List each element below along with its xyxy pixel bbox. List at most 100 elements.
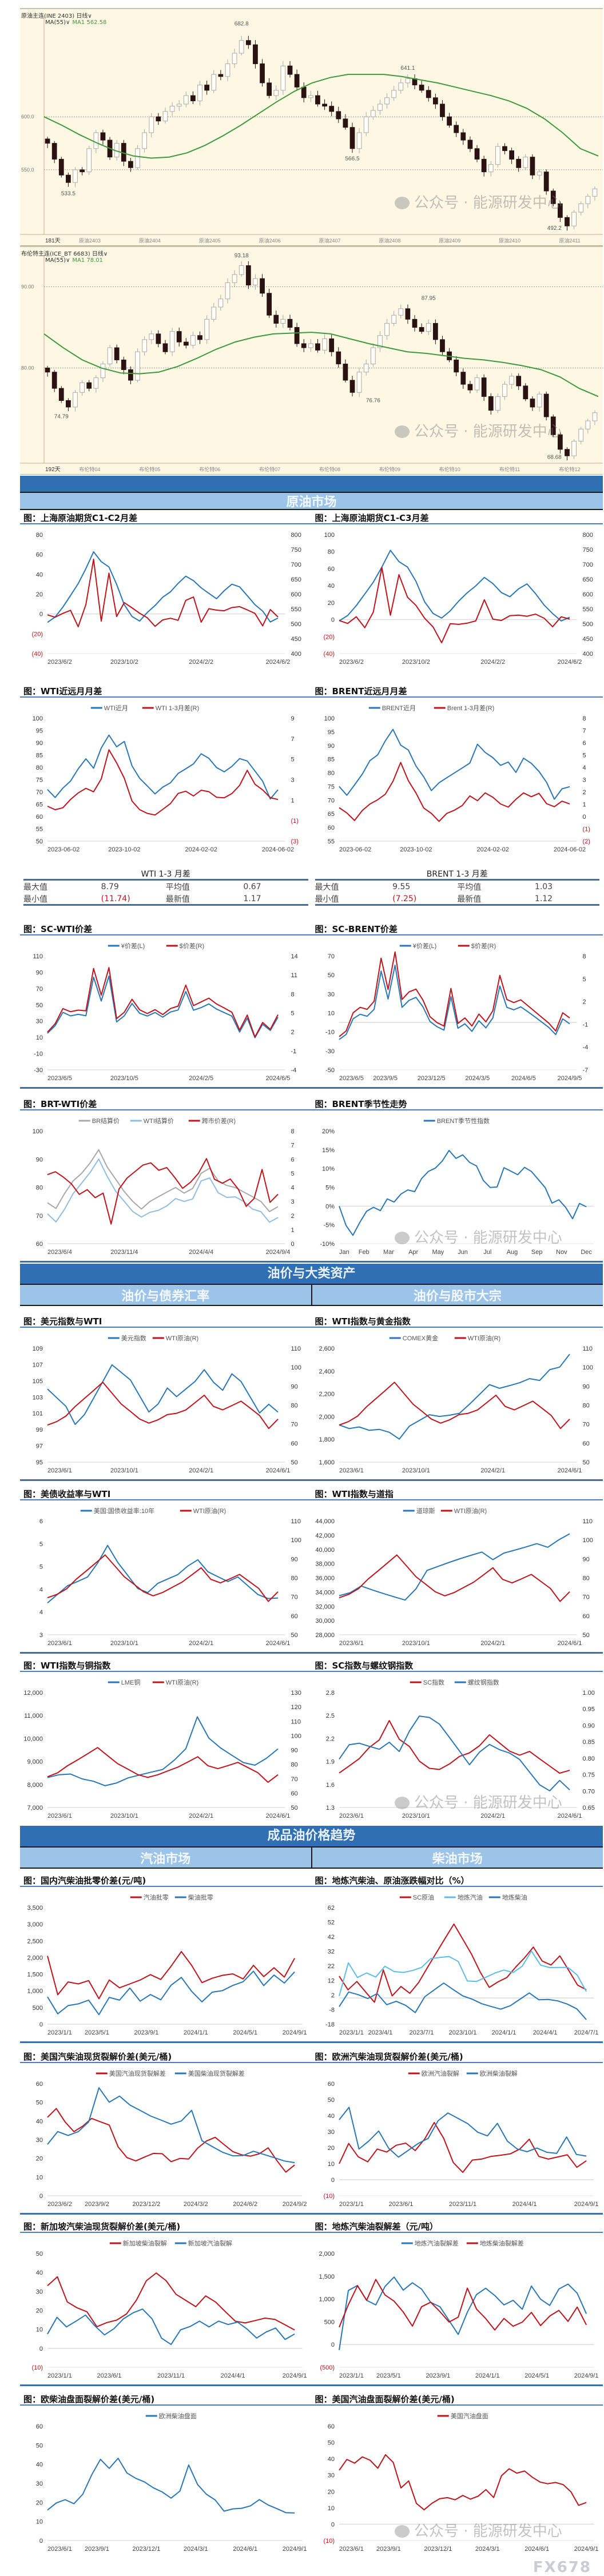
stat-value: 9.55: [392, 882, 411, 891]
candle-header[interactable]: 布伦特主连(ICE_BT 6683) 日线∨: [21, 251, 108, 257]
y2-tick-label: 700: [291, 562, 301, 568]
contract-label: 原油2405: [199, 237, 221, 244]
y-tick-label: 2,500: [27, 1938, 43, 1945]
y-tick-label: 20: [36, 2156, 43, 2163]
chart-panel: 图：美债收益率与WTI 3 4 4 5 5 6 50 60 70 80 90 100 110 2023/6/…: [20, 1487, 312, 1652]
x-tick-label: 2023/11/1: [449, 2201, 476, 2208]
x-tick-label: 2023/9/5: [373, 1075, 398, 1082]
series-line: [339, 1554, 570, 1602]
ma-selector[interactable]: MA(55)∨: [45, 257, 70, 264]
candle-body: [391, 314, 397, 324]
section-title: 原油市场: [286, 495, 337, 509]
y2-tick-label: 1: [291, 1227, 295, 1233]
chart-row: 图：美国汽柴油现货裂解价差(美元/桶) 0 10 20 30 40 50 60 2023/6/2…: [20, 2049, 603, 2215]
y2-tick-label: 110: [291, 1345, 301, 1352]
candle-body: [585, 196, 591, 204]
series-line: [338, 2121, 587, 2173]
legend-label: WTI原油(R): [166, 1678, 198, 1686]
y-tick-label: 95: [36, 1459, 43, 1466]
candle-body: [454, 125, 459, 133]
candle-body: [412, 318, 418, 328]
chart-panel: 图：WTI指数与黄金指数 1,600 1,800 2,000 2,200 2,400 2,6…: [311, 1314, 603, 1479]
x-tick-label: 2023/10/1: [402, 1640, 430, 1647]
x-tick-label: 2023/10/1: [110, 1640, 138, 1647]
y2-tick-label: 450: [582, 636, 593, 643]
legend-label: 跨市价差(R): [202, 1117, 236, 1125]
series-line: [338, 1950, 587, 1996]
candle-body: [149, 116, 154, 133]
candle-body: [530, 399, 535, 408]
candle-header[interactable]: 原油主连(INE 2403) 日线∨: [21, 13, 92, 19]
x-tick-label: 2023/11/4: [110, 1249, 138, 1256]
subsection-title: 油价与债券汇率: [121, 1289, 210, 1304]
chart-title: 图：美债收益率与WTI: [20, 1487, 312, 1500]
chart-row: 图：WTI近远月月差 50 55 60 65 70 75 80 85 90 95 100 (3) (1) 1…: [20, 684, 603, 858]
stat-value: 8.79: [101, 882, 119, 891]
candle-body: [405, 308, 411, 320]
y2-tick-label: 550: [291, 606, 301, 613]
y-tick-label: 20: [327, 600, 334, 607]
chart-panel: 图：BRT-WTI价差 60 70 80 90 100 0 1 2 3 4 5 6 7 8 2023/6/4 2…: [20, 1097, 312, 1261]
y-tick-label: 60: [36, 2423, 43, 2430]
y2-tick-label: 50: [582, 1459, 589, 1466]
candle-body: [86, 382, 92, 389]
y2-tick-label: 0.95: [582, 1706, 594, 1713]
contract-label: 原油2408: [379, 237, 400, 244]
y2-tick-label: 90: [291, 1556, 298, 1563]
y-tick-label: 11,000: [24, 1713, 43, 1719]
y-tick-label: (10): [323, 2538, 335, 2545]
legend-label: WTI 1-3月差(R): [156, 704, 199, 712]
x-tick-label: Feb: [358, 1249, 369, 1256]
candle-body: [176, 331, 182, 343]
extreme-price-label: 74.79: [54, 414, 69, 420]
y2-tick-label: 60: [291, 1790, 298, 1797]
x-tick-label: 2024/5/1: [233, 2029, 257, 2036]
chart-plot: 95 97 99 101 103 105 107 109 50 60 70 80 90 100 110 202…: [33, 1334, 301, 1474]
chart-plot: 55 60 65 70 75 80 85 90 95 100 (2) (1) 0 1 2 3 4 5 6 7 8 2023…: [324, 704, 590, 853]
series-line: [338, 728, 570, 800]
candle-body: [565, 217, 570, 226]
x-tick-label: 2024/2/5: [189, 1075, 213, 1082]
chart-plot: (10) 0 10 20 30 40 50 2023/1/1 2023/6/1 2023/11/1…: [31, 2239, 307, 2379]
chart-title: 图：上海原油期货C1-C3月差: [311, 511, 603, 524]
y-tick-label: -30: [325, 1048, 335, 1055]
y-tick-label: 0: [39, 611, 43, 618]
price-tick-label: 550.0: [21, 167, 34, 173]
y-tick-label: 3: [39, 1632, 43, 1639]
x-tick-label: 2024/9/1: [283, 2372, 307, 2379]
y-tick-label: 10: [36, 2327, 43, 2334]
x-tick-label: 2024/1/1: [184, 2029, 208, 2036]
candle-body: [370, 347, 376, 365]
candle-body: [398, 82, 404, 91]
y2-tick-label: 8: [291, 1128, 295, 1135]
x-tick-label: 2023-10-02: [400, 846, 432, 853]
y-tick-label: 90: [36, 1156, 43, 1163]
extreme-price-label: 641.1: [400, 65, 415, 71]
section-header-crude: 原油市场: [20, 493, 603, 510]
x-tick-label: May: [432, 1249, 444, 1256]
ma-selector[interactable]: MA(55)∨: [45, 19, 70, 26]
x-tick-label: 2023/6/1: [47, 1640, 72, 1647]
candle-body: [73, 169, 78, 183]
chart-panel: 图：WTI指数与铜指数 7,000 8,000 9,000 10,000 11,000 12…: [20, 1658, 312, 1825]
candle-body: [204, 85, 210, 91]
x-tick-label: 2023/10/2: [402, 659, 430, 666]
candle-body: [183, 95, 189, 105]
chart-title: 图：WTI指数与黄金指数: [311, 1314, 603, 1328]
x-tick-label: 2024/6/2: [557, 659, 582, 666]
candle-body: [204, 318, 210, 340]
y-tick-label: 90: [36, 740, 43, 747]
stat-label: 最小值: [315, 895, 339, 904]
y2-tick-label: 0: [291, 1241, 295, 1248]
ma-value: MA1 78.01: [72, 257, 103, 264]
candle-body: [592, 188, 598, 197]
candle-body: [391, 90, 397, 98]
series-line: [338, 965, 570, 1040]
x-tick-label: 2024/6/5: [511, 1075, 536, 1082]
candle-body: [162, 343, 168, 352]
y-tick-label: 30: [36, 1018, 43, 1025]
candle-body: [218, 74, 224, 77]
series-line: [47, 967, 279, 1038]
series-line: [47, 2108, 295, 2173]
candle-body: [565, 449, 570, 456]
